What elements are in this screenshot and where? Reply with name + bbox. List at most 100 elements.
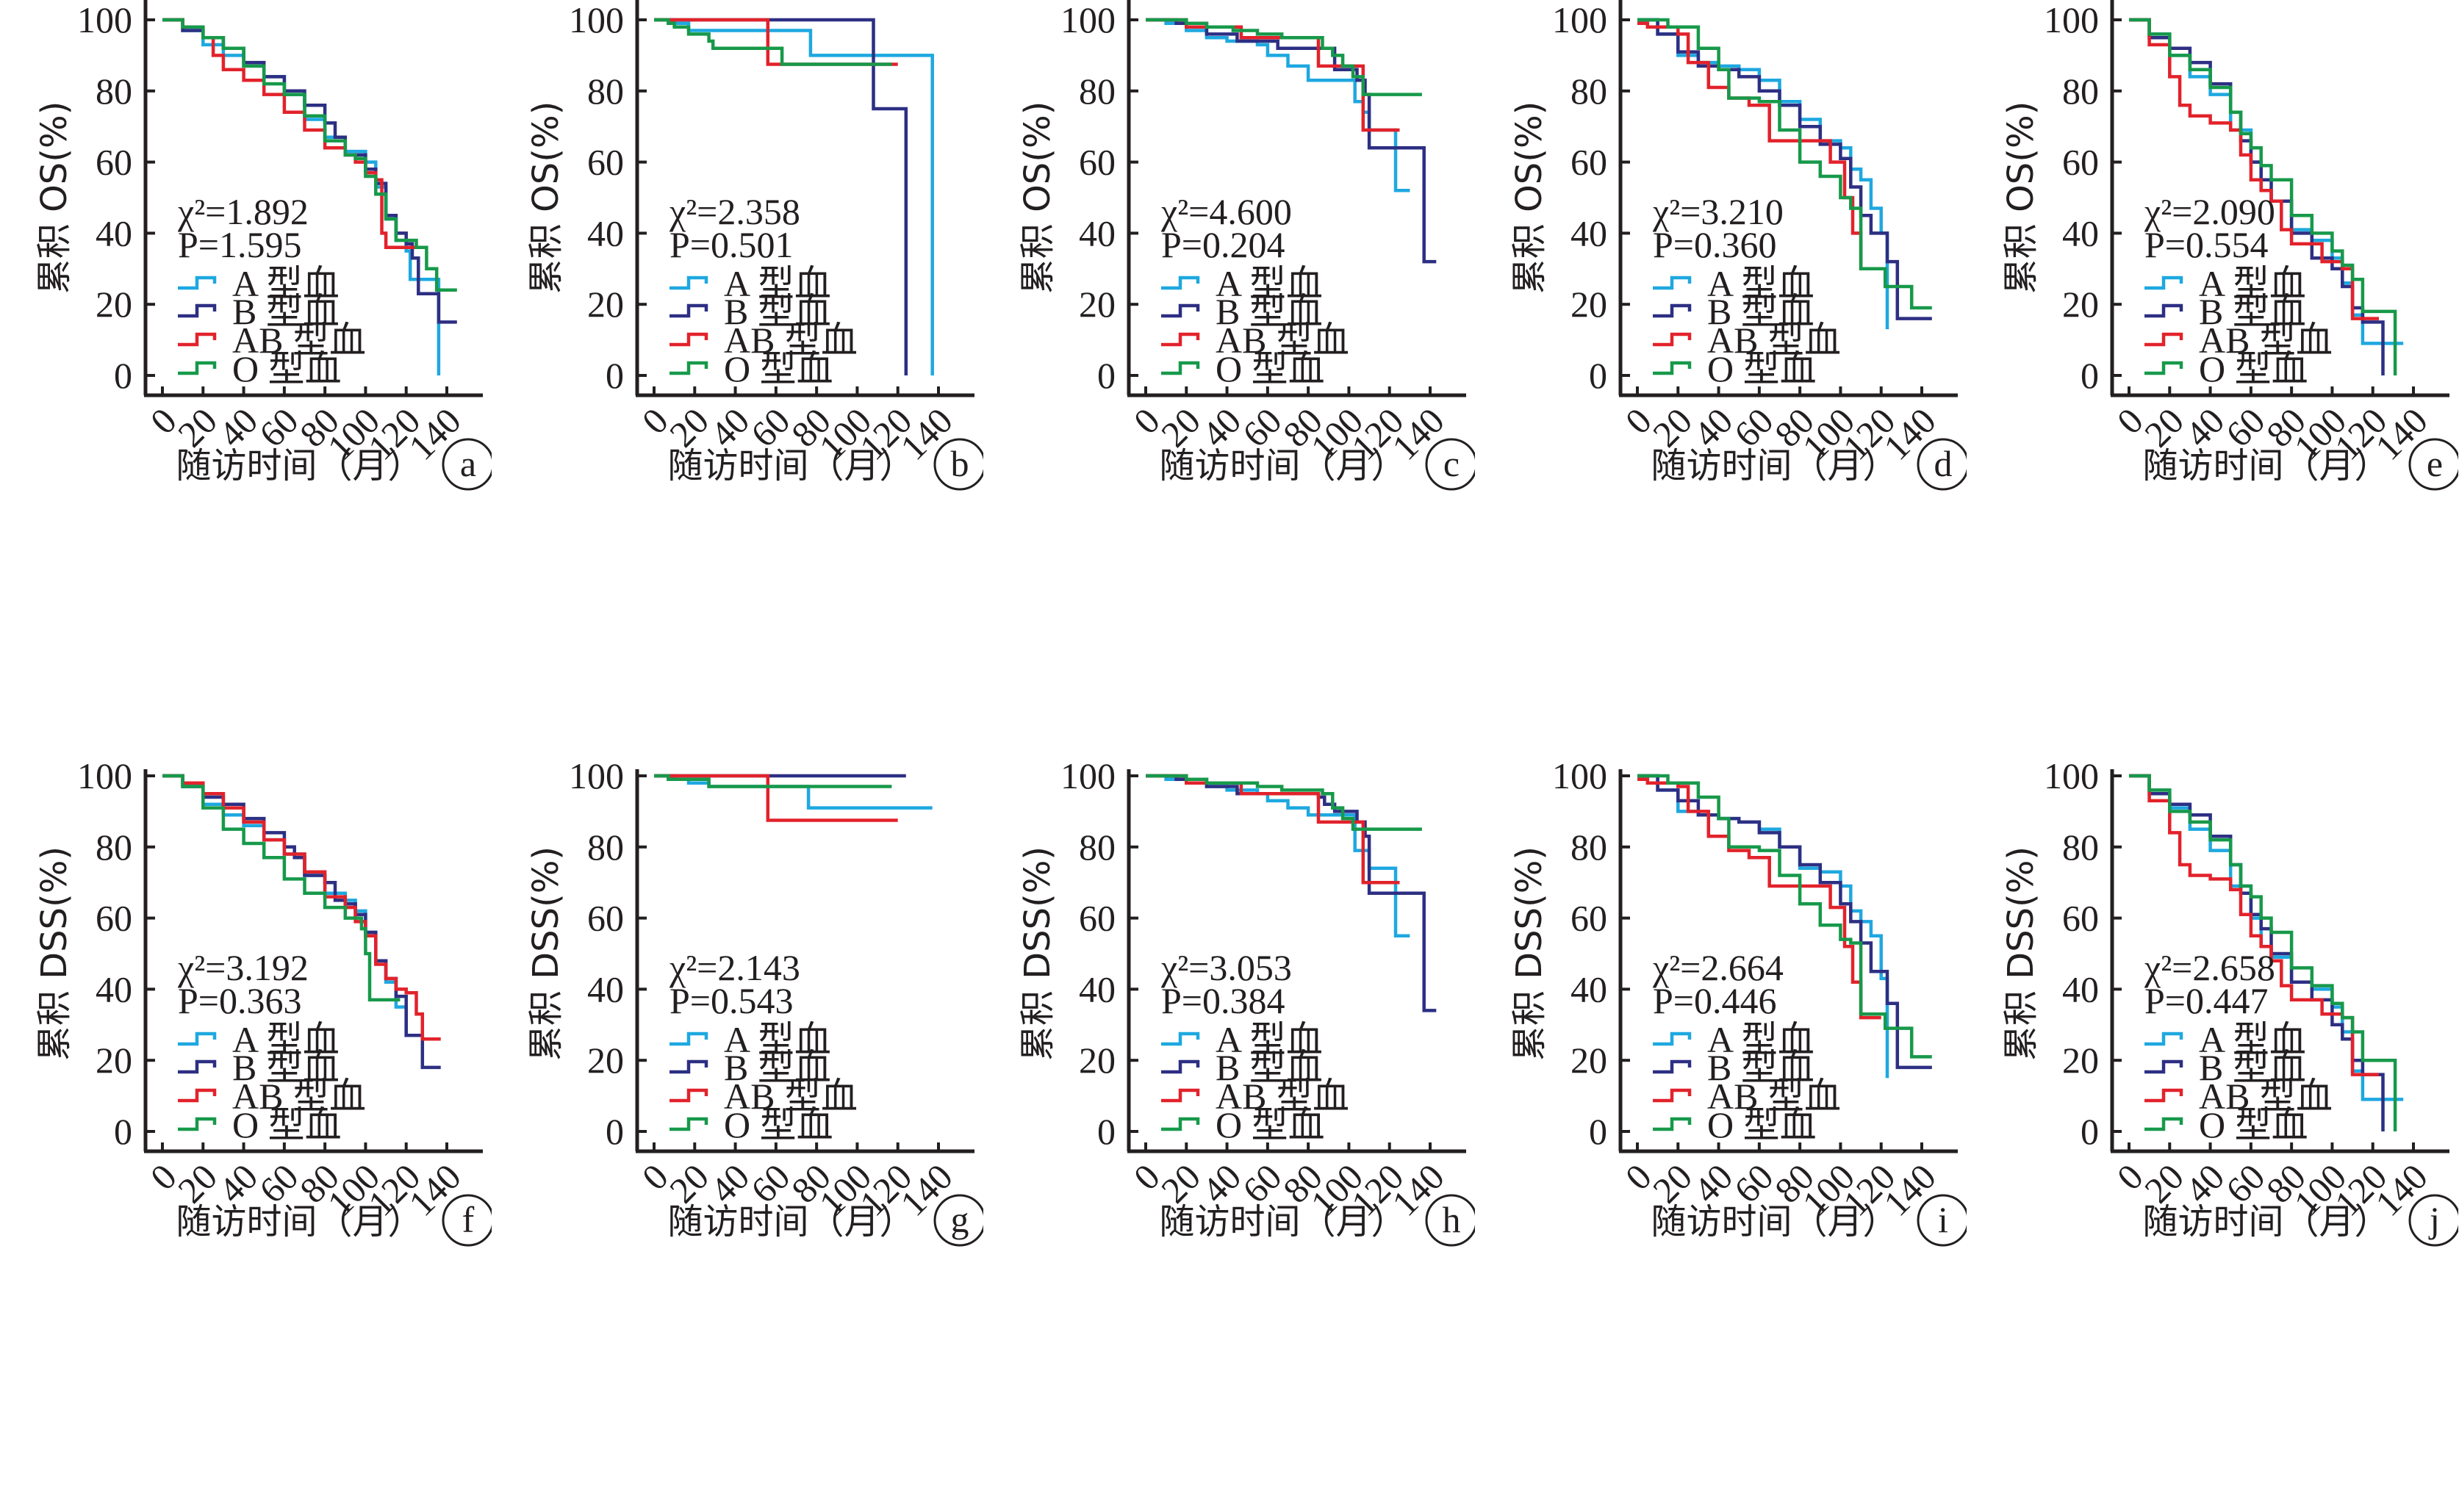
legend-item: A 型血 [2144, 1019, 2306, 1060]
legend-label: AB 型血 [1707, 320, 1841, 361]
y-axis-title: 累积 OS(%) [34, 101, 75, 295]
p-value-label: P=0.204 [1161, 224, 1285, 265]
y-axis-title: 累积 DSS(%) [34, 846, 75, 1061]
y-tick-label: 100 [569, 756, 624, 796]
legend-item: B 型血 [1161, 1047, 1323, 1088]
km-curve-ab [1637, 21, 1881, 271]
y-tick-label: 60 [1079, 898, 1116, 939]
legend-item: B 型血 [2144, 291, 2306, 332]
legend-item: AB 型血 [670, 1076, 858, 1117]
legend-swatch [2144, 1117, 2183, 1131]
km-panel-c: 0 20 40 60 80 100 0 20 40 60 80 100 120 140 累积 OS(%) 随访… [983, 0, 1475, 756]
chi-square-label: χ²=3.210 [1652, 191, 1784, 232]
y-tick-label: 20 [1570, 284, 1607, 325]
x-axis-title: 随访时间（月） [1159, 1201, 1406, 1242]
x-axis-title: 随访时间（月） [667, 1201, 914, 1242]
y-tick-label: 60 [587, 142, 624, 183]
km-curve-o [2129, 18, 2397, 375]
km-curve-ab [654, 18, 898, 66]
legend-item: B 型血 [1653, 1047, 1814, 1088]
legend-label: O 型血 [232, 1104, 342, 1145]
legend-item: O 型血 [2144, 348, 2308, 389]
p-value-label: P=0.447 [2144, 980, 2269, 1021]
legend-swatch [2144, 276, 2183, 290]
legend-label: A 型血 [232, 263, 340, 304]
legend-item: AB 型血 [670, 320, 858, 361]
y-tick-label: 0 [1097, 1111, 1116, 1152]
y-tick-label: 60 [1079, 142, 1116, 183]
km-curve-o [162, 18, 457, 292]
y-axis-title: 累积 OS(%) [1017, 101, 1058, 295]
chi-square-label: χ²=3.192 [177, 947, 309, 988]
legend-item: O 型血 [670, 1104, 833, 1145]
legend-label: A 型血 [2199, 1019, 2306, 1060]
km-panel-g: 0 20 40 60 80 100 0 20 40 60 80 100 120 140 累积 DSS(%) 随… [492, 756, 983, 1512]
legend-label: AB 型血 [2199, 1076, 2333, 1117]
panel-label-circle [933, 1194, 983, 1247]
legend-item: O 型血 [670, 348, 833, 389]
legend-label: A 型血 [1216, 1019, 1323, 1060]
legend-item: A 型血 [1653, 263, 1814, 304]
chi-square-label: χ²=2.358 [669, 191, 800, 232]
km-curve-ab [2129, 18, 2379, 320]
x-axis-title: 随访时间（月） [176, 1201, 423, 1242]
legend-item: AB 型血 [2144, 1076, 2333, 1117]
legend-item: B 型血 [178, 1047, 340, 1088]
legend-label: B 型血 [1707, 291, 1814, 332]
km-curve-b [1637, 18, 1932, 320]
legend-swatch [1161, 1088, 1200, 1103]
y-tick-label: 60 [96, 142, 132, 183]
y-tick-label: 40 [1079, 968, 1116, 1009]
y-tick-label: 100 [77, 756, 132, 796]
y-tick-label: 20 [96, 284, 132, 325]
legend-item: O 型血 [1161, 348, 1325, 389]
km-panel-f: 0 20 40 60 80 100 0 20 40 60 80 100 120 140 累积 DSS(%) 随… [0, 756, 492, 1512]
legend-swatch [670, 276, 708, 290]
legend-item: A 型血 [670, 263, 831, 304]
chi-square-label: χ²=1.892 [177, 191, 309, 232]
legend-swatch [670, 332, 708, 347]
y-tick-label: 40 [587, 968, 624, 1009]
legend-label: AB 型血 [2199, 320, 2333, 361]
panel-label-circle [933, 438, 983, 491]
km-curve-a [654, 774, 933, 810]
p-value-label: P=1.595 [178, 224, 302, 265]
km-curve-b [654, 18, 908, 375]
x-axis-title: 随访时间（月） [667, 445, 914, 486]
y-tick-label: 100 [1060, 756, 1116, 796]
panel-label: b [951, 443, 969, 484]
y-tick-label: 80 [1079, 827, 1116, 868]
x-axis-title: 随访时间（月） [176, 445, 423, 486]
legend-swatch [1653, 303, 1692, 318]
km-curve-o [1637, 774, 1932, 1059]
legend-swatch [1161, 361, 1200, 375]
panel-label: j [2428, 1199, 2440, 1240]
legend-label: AB 型血 [1216, 1076, 1349, 1117]
legend-label: B 型血 [724, 291, 831, 332]
legend-item: A 型血 [178, 263, 340, 304]
y-tick-label: 0 [606, 1111, 624, 1152]
legend-swatch [1161, 1059, 1200, 1074]
y-tick-label: 40 [1570, 968, 1607, 1009]
legend-swatch [1161, 332, 1200, 347]
legend-swatch [670, 303, 708, 318]
legend-item: B 型血 [670, 1047, 831, 1088]
legend-swatch [1653, 1088, 1692, 1103]
panel-label: a [460, 443, 476, 484]
km-curve-b [2129, 774, 2385, 1131]
legend-swatch [670, 361, 708, 375]
legend-label: B 型血 [1216, 1047, 1323, 1088]
legend-label: B 型血 [232, 1047, 340, 1088]
panel-label-circle [442, 438, 492, 491]
x-axis-title: 随访时间（月） [1651, 1201, 1898, 1242]
legend-swatch [670, 1059, 708, 1074]
y-tick-label: 0 [1097, 355, 1116, 396]
y-tick-label: 80 [2062, 827, 2099, 868]
km-panel-b: 0 20 40 60 80 100 0 20 40 60 80 100 120 140 累积 OS(%) 随访… [492, 0, 983, 756]
y-tick-label: 20 [2062, 1040, 2099, 1081]
legend-label: A 型血 [232, 1019, 340, 1060]
km-panel-h: 0 20 40 60 80 100 0 20 40 60 80 100 120 140 累积 DSS(%) 随… [983, 756, 1475, 1512]
